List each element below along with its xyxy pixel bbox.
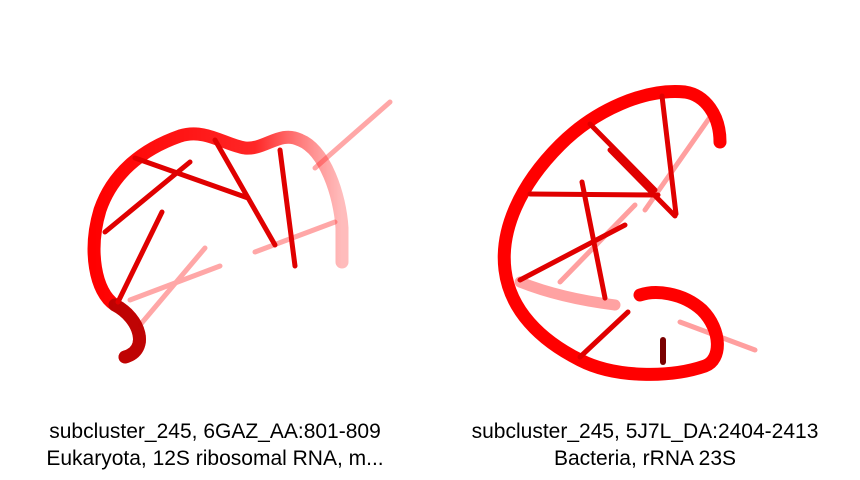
- subcluster-label-1: subcluster_245, 6GAZ_AA:801-809: [49, 420, 381, 443]
- rna-structure-render-1: [87, 99, 393, 364]
- structure-panel-2: subcluster_245, 5J7L_DA:2404-2413 Bacter…: [430, 0, 860, 480]
- base-pair-sticks-front-2: [517, 93, 679, 360]
- base-pair-sticks-back-1: [127, 99, 393, 328]
- organism-description-2: Bacteria, rRNA 23S: [553, 447, 737, 470]
- rna-structure-render-2: [497, 85, 758, 381]
- base-pair-sticks-front-1: [102, 137, 298, 305]
- rna-backbone-2: [497, 85, 727, 381]
- structure-caption-2: subcluster_245, 5J7L_DA:2404-2413 Bacter…: [430, 418, 860, 472]
- structure-caption-1: subcluster_245, 6GAZ_AA:801-809 Eukaryot…: [0, 418, 430, 472]
- subcluster-label-2: subcluster_245, 5J7L_DA:2404-2413: [471, 420, 819, 443]
- structure-panel-1: subcluster_245, 6GAZ_AA:801-809 Eukaryot…: [0, 99, 430, 472]
- organism-description-1: Eukaryota, 12S ribosomal RNA, m...: [46, 447, 384, 470]
